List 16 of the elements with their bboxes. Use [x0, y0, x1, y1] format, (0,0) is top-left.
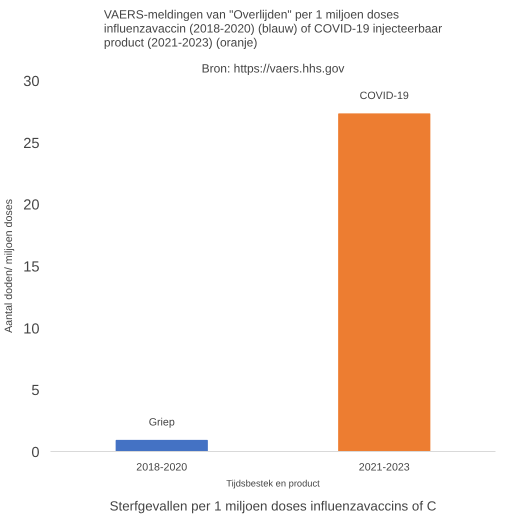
y-tick-label: 30 — [23, 74, 40, 90]
y-tick-label: 5 — [31, 383, 40, 400]
x-axis-title: Tijdsbestek en product — [226, 478, 320, 488]
text: Sterfgevallen per 1 miljoen doses influenzavaccins of C — [110, 498, 437, 514]
y-tick-label: 15 — [23, 260, 40, 276]
y-tick-label: 25 — [23, 136, 40, 152]
chart-subtitle: Bron: https://vaers.hhs.gov — [202, 62, 344, 76]
x-tick-label: 2021-2023 — [358, 462, 410, 474]
x-tick-label: 2018-2020 — [136, 462, 188, 474]
chart-title: VAERS-meldingen van "Overlijden" per 1 miljoen doses influenzavaccin (2018-2020) (blauw) of COVID-19 injecteerbaar product (2021-2023) (oranje) — [104, 8, 442, 50]
data-label: Griep — [148, 416, 175, 428]
data-label: COVID-19 — [360, 90, 409, 102]
y-tick-label: 20 — [23, 198, 40, 214]
y-tick-label: 10 — [23, 321, 40, 338]
y-axis-title: Aantal doden/ miljoen doses — [3, 199, 16, 333]
y-tick-label: 0 — [31, 445, 40, 461]
